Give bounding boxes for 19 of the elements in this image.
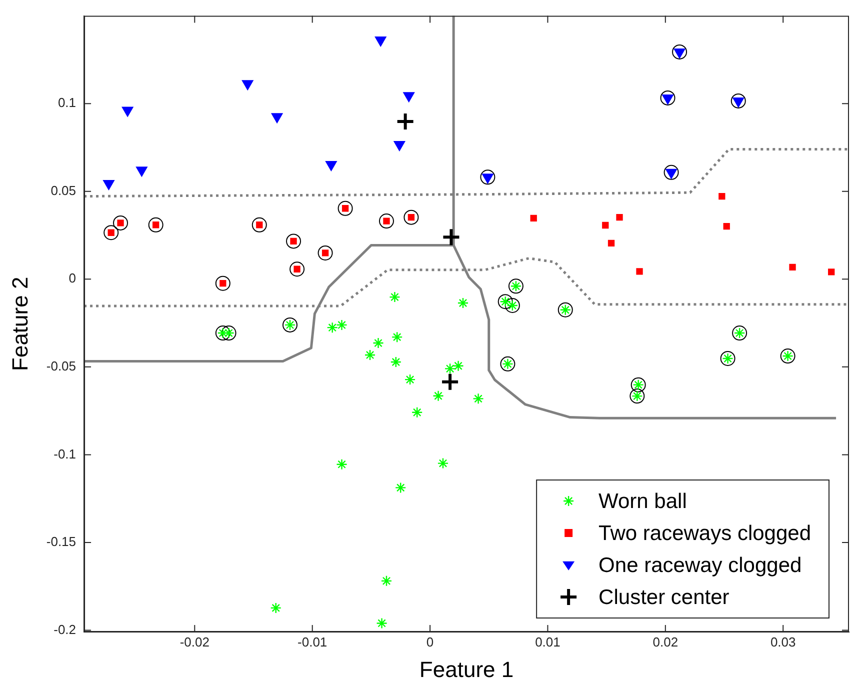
x-axis-title: Feature 1 bbox=[419, 656, 514, 682]
x-tick-label: 0 bbox=[426, 634, 434, 650]
legend-label: Cluster center bbox=[598, 586, 730, 609]
y-tick-label: 0 bbox=[68, 270, 76, 286]
y-tick-label: 0.05 bbox=[50, 182, 76, 198]
legend-label: Worn ball bbox=[598, 490, 687, 513]
legend-label: One raceway clogged bbox=[598, 554, 802, 577]
x-tick-label: 0.03 bbox=[770, 634, 796, 650]
x-tick-label: -0.02 bbox=[180, 634, 210, 650]
y-tick-label: -0.1 bbox=[54, 446, 76, 462]
y-tick-label: -0.05 bbox=[46, 358, 76, 374]
y-tick-label: 0.1 bbox=[58, 95, 76, 110]
x-tick-label: 0.01 bbox=[535, 634, 560, 650]
y-axis-title: Feature 2 bbox=[7, 276, 32, 371]
y-tick-label: -0.2 bbox=[54, 622, 76, 637]
y-tick-label: -0.15 bbox=[46, 534, 76, 550]
x-tick-label: -0.01 bbox=[298, 634, 328, 650]
legend-label: Two raceways clogged bbox=[598, 522, 812, 545]
x-tick-label: 0.02 bbox=[652, 634, 678, 650]
